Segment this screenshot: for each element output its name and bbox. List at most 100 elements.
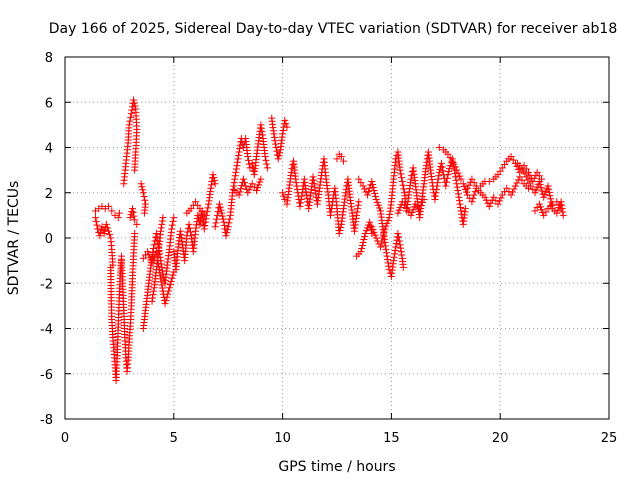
data-point xyxy=(397,248,405,256)
data-point xyxy=(105,227,113,235)
data-point xyxy=(283,123,291,131)
data-point xyxy=(292,175,300,183)
data-point xyxy=(361,232,369,240)
data-point xyxy=(177,234,185,242)
data-point xyxy=(209,171,217,179)
data-point xyxy=(435,144,443,151)
data-point xyxy=(91,214,99,222)
data-point xyxy=(354,201,362,209)
data-point xyxy=(396,241,404,249)
data-point xyxy=(559,208,567,216)
data-points xyxy=(91,96,567,385)
data-point xyxy=(222,232,230,240)
data-point xyxy=(230,179,238,187)
data-point xyxy=(454,190,462,198)
data-point xyxy=(481,193,489,201)
data-point xyxy=(342,189,350,197)
data-point xyxy=(310,176,318,184)
data-point xyxy=(485,177,493,185)
data-point xyxy=(366,222,374,230)
data-point xyxy=(130,212,138,220)
data-point xyxy=(392,243,400,251)
data-point xyxy=(233,158,241,166)
data-point xyxy=(226,215,234,223)
data-point xyxy=(210,177,218,185)
data-point xyxy=(96,232,104,240)
data-point xyxy=(158,220,166,228)
data-point xyxy=(245,160,253,168)
data-point xyxy=(207,181,215,189)
data-point xyxy=(234,155,242,163)
data-point xyxy=(231,172,239,180)
data-point xyxy=(218,212,226,220)
data-point xyxy=(237,185,245,193)
data-point xyxy=(128,205,136,213)
data-point xyxy=(370,186,378,194)
data-point xyxy=(365,188,373,196)
data-point xyxy=(380,228,388,236)
data-point xyxy=(422,162,430,170)
data-point xyxy=(457,207,465,215)
data-point xyxy=(487,199,495,207)
y-tick-label: -4 xyxy=(40,323,53,338)
data-point xyxy=(257,121,265,129)
data-point xyxy=(169,271,177,279)
data-point xyxy=(149,294,157,302)
data-point xyxy=(353,208,361,216)
data-point xyxy=(385,262,393,270)
data-point xyxy=(296,202,304,210)
data-point xyxy=(448,157,456,165)
data-point xyxy=(371,190,379,198)
data-point xyxy=(235,191,243,199)
data-point xyxy=(366,218,374,226)
y-tick-label: 4 xyxy=(45,142,53,157)
data-point xyxy=(261,153,269,161)
data-point xyxy=(518,164,526,172)
data-point xyxy=(276,149,284,157)
data-point xyxy=(262,156,270,164)
data-point xyxy=(546,192,554,200)
data-point xyxy=(279,130,287,138)
data-point xyxy=(469,194,477,202)
data-point xyxy=(244,189,252,197)
data-point xyxy=(297,196,305,204)
data-point xyxy=(548,201,556,209)
data-point xyxy=(390,253,398,261)
data-point xyxy=(394,229,402,237)
data-point xyxy=(235,148,243,156)
data-point xyxy=(433,185,441,193)
data-point xyxy=(445,168,453,176)
data-point xyxy=(158,284,166,292)
data-point xyxy=(98,223,106,231)
data-point xyxy=(263,164,271,172)
data-point xyxy=(310,180,318,188)
data-point xyxy=(129,208,137,216)
y-tick-label: -6 xyxy=(40,368,53,383)
data-point xyxy=(272,140,280,148)
data-point xyxy=(131,229,139,237)
data-point xyxy=(245,156,253,164)
data-point xyxy=(186,224,194,232)
data-point xyxy=(419,199,427,207)
data-point xyxy=(128,208,136,216)
data-point xyxy=(383,252,391,260)
data-point xyxy=(216,203,224,211)
data-point xyxy=(449,159,457,167)
data-point xyxy=(233,162,241,170)
data-point xyxy=(525,179,533,187)
data-point xyxy=(439,167,447,175)
x-tick-label: 15 xyxy=(383,431,400,446)
data-point xyxy=(446,162,454,170)
data-point xyxy=(371,193,379,201)
data-point xyxy=(103,224,111,232)
data-point xyxy=(139,186,147,194)
data-point xyxy=(150,287,158,295)
data-point xyxy=(270,133,278,141)
data-point xyxy=(337,153,345,161)
data-point xyxy=(241,179,249,187)
chart-title: Day 166 of 2025, Sidereal Day-to-day VTE… xyxy=(49,21,618,37)
data-point xyxy=(431,192,439,200)
data-point xyxy=(437,159,445,167)
data-point xyxy=(379,234,387,242)
data-point xyxy=(280,192,288,200)
